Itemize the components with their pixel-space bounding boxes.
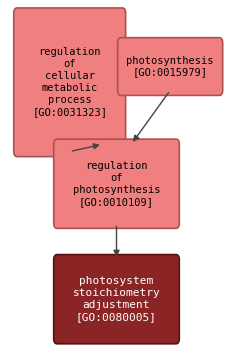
Text: photosystem
stoichiometry
adjustment
[GO:0080005]: photosystem stoichiometry adjustment [GO… — [73, 276, 160, 322]
FancyBboxPatch shape — [54, 139, 179, 228]
FancyBboxPatch shape — [14, 8, 126, 157]
FancyBboxPatch shape — [118, 38, 223, 95]
Text: regulation
of
photosynthesis
[GO:0010109]: regulation of photosynthesis [GO:0010109… — [73, 161, 160, 207]
Text: regulation
of
cellular
metabolic
process
[GO:0031323]: regulation of cellular metabolic process… — [32, 47, 107, 117]
Text: photosynthesis
[GO:0015979]: photosynthesis [GO:0015979] — [127, 56, 214, 77]
FancyBboxPatch shape — [54, 255, 179, 344]
